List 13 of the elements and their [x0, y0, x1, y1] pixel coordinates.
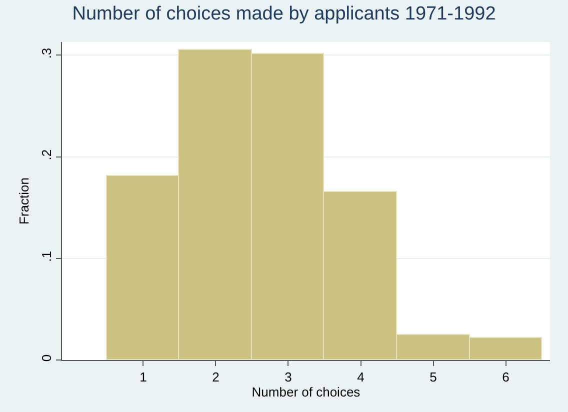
x-tick-label: 3	[284, 370, 292, 385]
y-tick-label: 0	[38, 354, 54, 362]
y-tick-label: .2	[38, 149, 54, 160]
x-tick-label: 2	[212, 370, 220, 385]
x-tick-label: 1	[140, 370, 147, 385]
x-tick-label: 4	[357, 370, 364, 385]
y-tick-label: .3	[38, 48, 54, 59]
x-axis-title: Number of choices	[252, 384, 361, 400]
y-axis-title: Fraction	[16, 178, 32, 224]
chart-title: Number of choices made by applicants 1971-1992	[72, 3, 496, 24]
x-tick-label: 5	[430, 370, 437, 385]
y-tick-label: .1	[38, 251, 54, 262]
x-tick-label: 6	[502, 370, 510, 385]
